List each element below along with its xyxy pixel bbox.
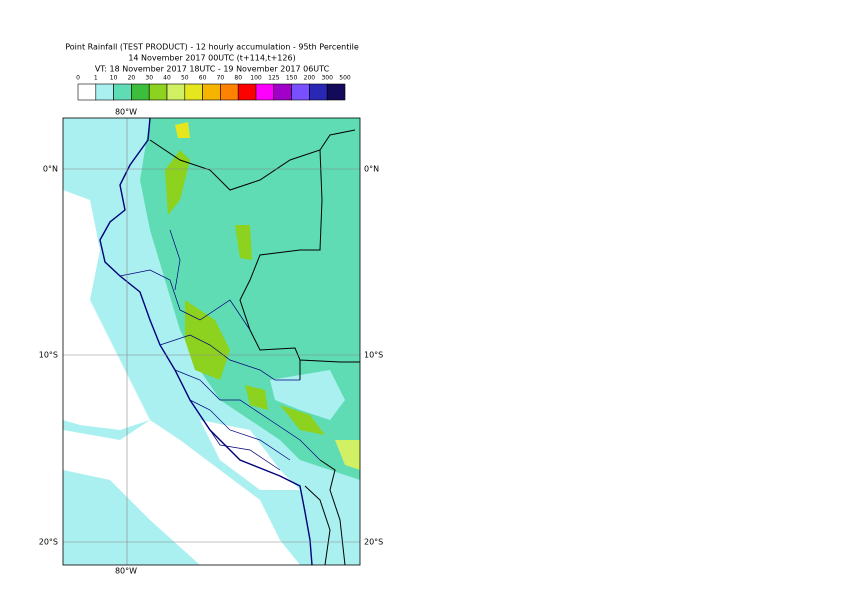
title-line: Point Rainfall (TEST PRODUCT) - 12 hourl… <box>65 43 359 52</box>
lat-label: 20°S <box>364 538 383 547</box>
legend-label: 1 <box>94 75 98 82</box>
legend-swatch <box>95 83 114 101</box>
dry-sea <box>63 190 150 430</box>
legend-swatch <box>326 83 346 101</box>
rain-area <box>165 150 190 215</box>
legend-swatch <box>148 83 168 101</box>
legend-label: 50 <box>181 75 189 82</box>
legend-label: 150 <box>286 75 298 82</box>
map-frame <box>62 117 361 566</box>
legend-swatch <box>220 83 239 101</box>
legend-label: 0 <box>76 75 80 82</box>
lat-label: 0°N <box>43 165 58 174</box>
legend-label: 20 <box>128 75 136 82</box>
dry-land <box>200 420 300 490</box>
legend-swatch <box>113 83 132 101</box>
legend-swatch <box>237 83 257 101</box>
region-border <box>119 229 321 471</box>
legend-swatch <box>166 83 186 101</box>
legend: 0 1 10 20 30 40 50 60 70 80 100 125 150 200 300 500 <box>76 75 351 101</box>
rain-area <box>235 225 252 260</box>
legend-label: 60 <box>199 75 207 82</box>
legend-label: 10 <box>110 75 118 82</box>
dry-sea <box>63 420 300 565</box>
rain-area <box>335 440 360 470</box>
legend-swatch <box>202 83 221 101</box>
legend-label: 80 <box>234 75 242 82</box>
legend-label: 100 <box>250 75 262 82</box>
legend-label: 125 <box>268 75 280 82</box>
legend-label: 30 <box>145 75 153 82</box>
legend-swatch <box>291 83 310 101</box>
lon-label: 80°W <box>115 108 137 117</box>
rain-area <box>270 370 345 420</box>
coastline <box>99 118 313 565</box>
rain-area <box>175 122 190 138</box>
legend-swatch <box>255 83 275 101</box>
lat-label: 10°S <box>364 351 383 360</box>
legend-label: 40 <box>163 75 171 82</box>
legend-swatch <box>77 83 97 101</box>
legend-swatch <box>131 83 150 101</box>
lon-label: 80°W <box>115 567 137 576</box>
legend-label: 200 <box>304 75 316 82</box>
rain-area <box>245 385 268 410</box>
legend-label: 500 <box>339 75 351 82</box>
legend-label: 70 <box>217 75 225 82</box>
lat-label: 20°S <box>39 538 58 547</box>
lat-label: 0°N <box>364 165 379 174</box>
rain-area <box>280 405 325 435</box>
border <box>149 129 360 565</box>
legend-label: 300 <box>321 75 333 82</box>
legend-swatch <box>184 83 203 101</box>
map <box>63 118 360 565</box>
legend-swatch <box>273 83 292 101</box>
rain-area <box>185 300 230 380</box>
lat-label: 10°S <box>39 351 58 360</box>
legend-swatch <box>309 83 328 101</box>
title-line: VT: 18 November 2017 18UTC - 19 November… <box>95 65 330 74</box>
title-line: 14 November 2017 00UTC (t+114,t+126) <box>128 54 295 63</box>
